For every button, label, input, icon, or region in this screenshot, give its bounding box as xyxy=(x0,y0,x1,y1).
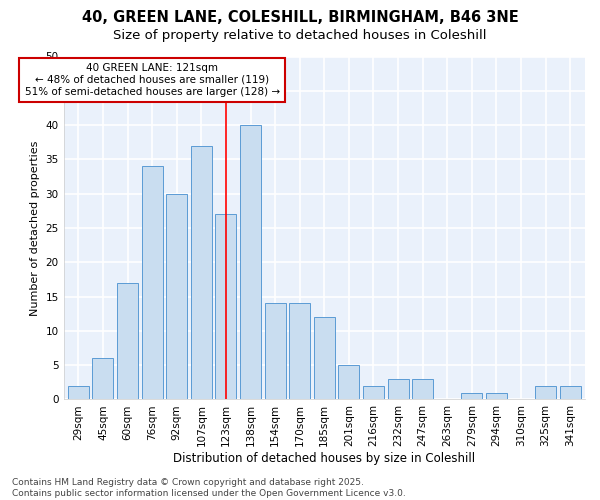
Text: 40, GREEN LANE, COLESHILL, BIRMINGHAM, B46 3NE: 40, GREEN LANE, COLESHILL, BIRMINGHAM, B… xyxy=(82,10,518,25)
Bar xyxy=(191,146,212,400)
Bar xyxy=(265,304,286,400)
Bar xyxy=(560,386,581,400)
Bar xyxy=(363,386,384,400)
Bar xyxy=(166,194,187,400)
Bar xyxy=(535,386,556,400)
Bar xyxy=(240,125,261,400)
Bar xyxy=(338,365,359,400)
Bar xyxy=(412,379,433,400)
Bar xyxy=(461,392,482,400)
Bar xyxy=(314,317,335,400)
X-axis label: Distribution of detached houses by size in Coleshill: Distribution of detached houses by size … xyxy=(173,452,475,465)
Bar xyxy=(68,386,89,400)
Text: Contains HM Land Registry data © Crown copyright and database right 2025.
Contai: Contains HM Land Registry data © Crown c… xyxy=(12,478,406,498)
Bar xyxy=(388,379,409,400)
Bar xyxy=(215,214,236,400)
Bar xyxy=(142,166,163,400)
Bar xyxy=(117,283,138,400)
Bar xyxy=(486,392,507,400)
Bar xyxy=(92,358,113,400)
Bar xyxy=(289,304,310,400)
Text: 40 GREEN LANE: 121sqm
← 48% of detached houses are smaller (119)
51% of semi-det: 40 GREEN LANE: 121sqm ← 48% of detached … xyxy=(25,64,280,96)
Y-axis label: Number of detached properties: Number of detached properties xyxy=(30,140,40,316)
Text: Size of property relative to detached houses in Coleshill: Size of property relative to detached ho… xyxy=(113,29,487,42)
